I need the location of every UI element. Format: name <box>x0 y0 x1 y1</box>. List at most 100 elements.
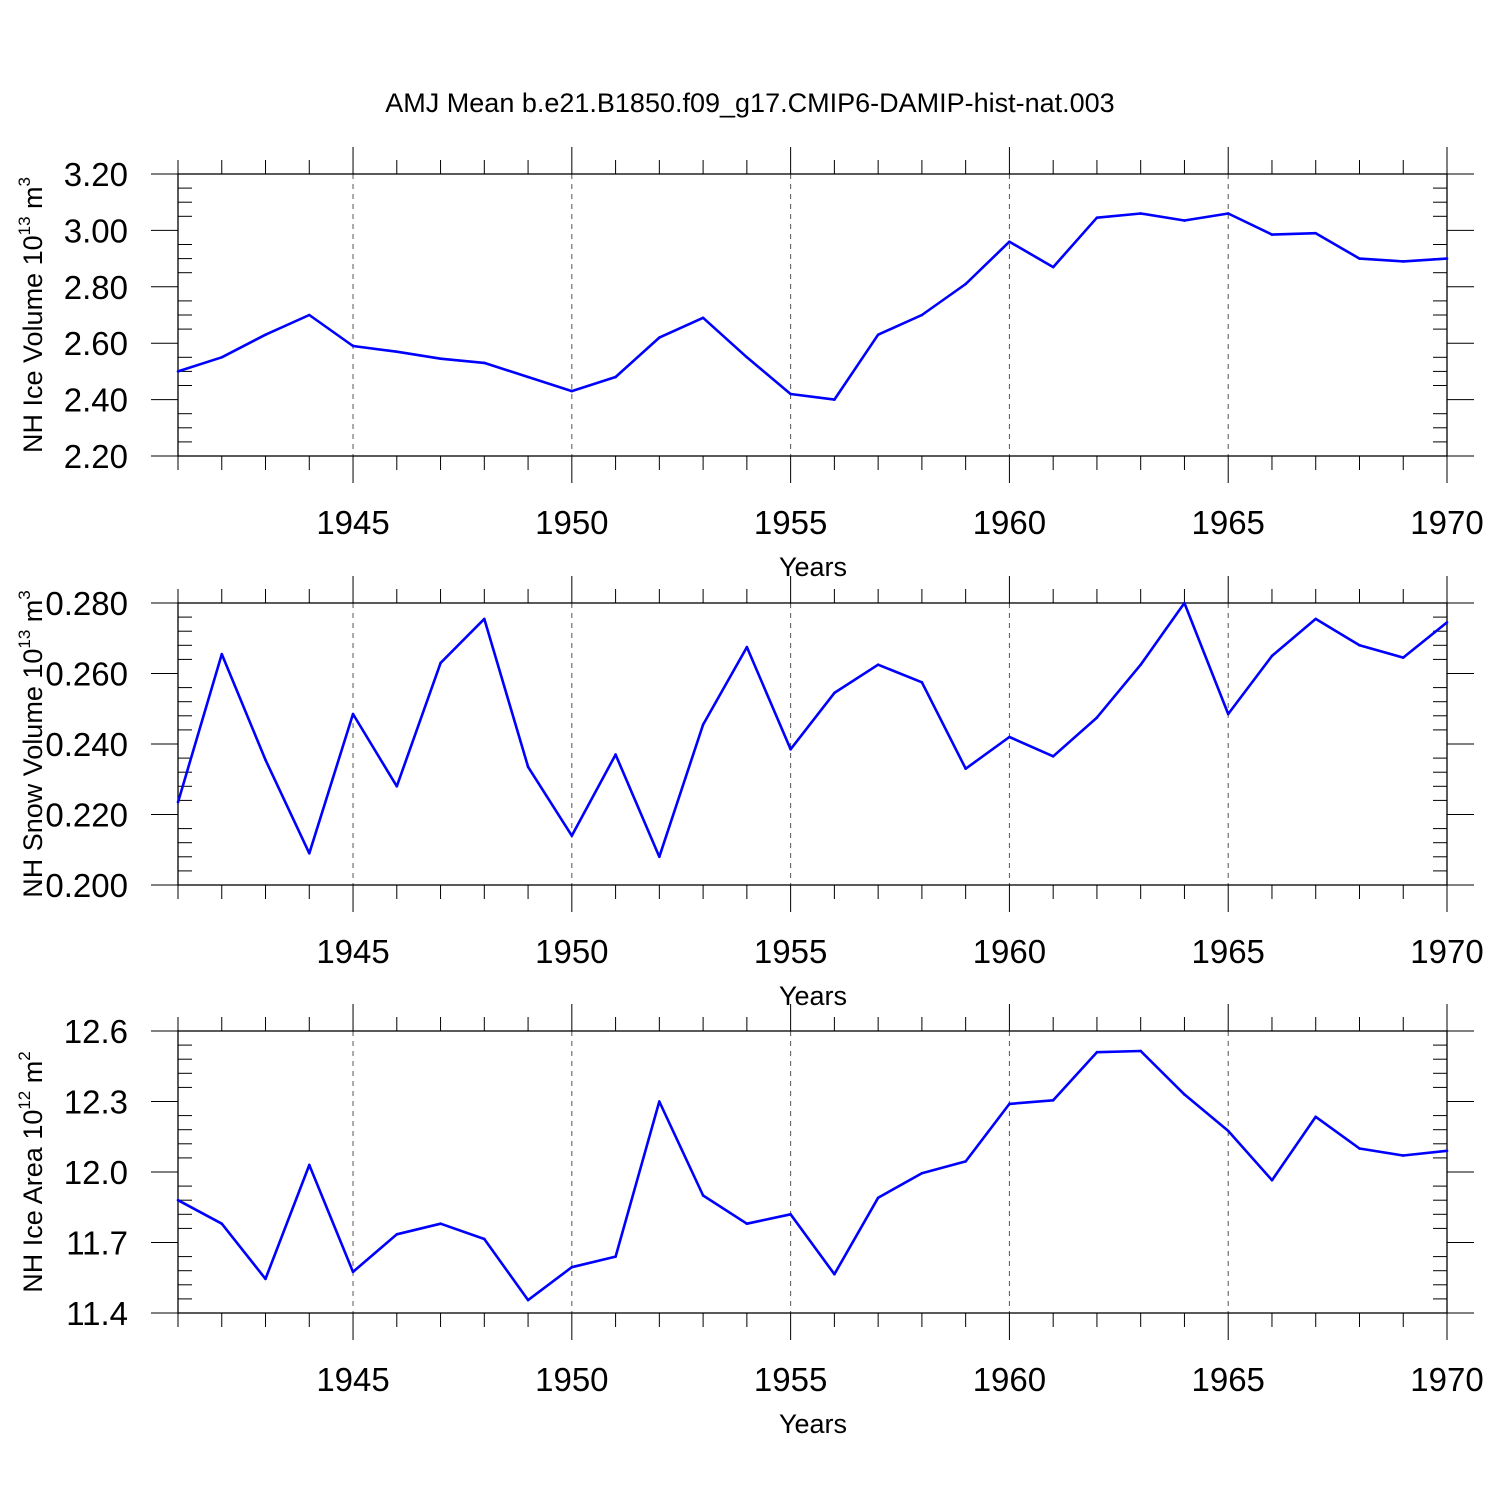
data-point <box>1358 257 1361 260</box>
data-point <box>1445 621 1449 624</box>
data-point <box>264 333 267 337</box>
data-point <box>1008 1102 1011 1106</box>
data-point <box>1095 716 1099 719</box>
data-point <box>1139 212 1142 215</box>
data-point <box>220 356 224 359</box>
x-tick-label: 1950 <box>535 933 608 970</box>
data-point <box>1183 219 1186 222</box>
data-point <box>483 361 486 365</box>
data-point <box>1226 212 1230 215</box>
data-point <box>570 834 574 837</box>
data-point <box>526 1298 530 1302</box>
data-point <box>920 313 924 317</box>
data-point <box>1445 257 1449 260</box>
y-tick-label: 0.280 <box>45 585 128 622</box>
data-point <box>964 767 967 770</box>
data-point <box>701 723 705 726</box>
data-point <box>1270 654 1274 658</box>
y-axis-label: NH Ice Volume 1013 m3 <box>15 177 48 453</box>
data-point <box>1183 601 1186 605</box>
plot-frame <box>177 1030 1448 1314</box>
y-tick-label: 0.200 <box>45 867 128 904</box>
data-point <box>1401 656 1405 659</box>
x-tick-label: 1965 <box>1191 504 1264 541</box>
x-tick-label: 1945 <box>316 933 389 970</box>
data-point <box>570 1265 574 1269</box>
y-tick-label: 3.20 <box>64 156 128 193</box>
data-point <box>964 282 967 286</box>
x-tick-label: 1960 <box>973 504 1046 541</box>
data-point <box>833 691 836 695</box>
x-axis-label: Years <box>779 552 847 582</box>
x-tick-label: 1945 <box>316 504 389 541</box>
x-tick-label: 1955 <box>754 504 827 541</box>
data-point <box>351 344 355 348</box>
data-point <box>439 1222 442 1225</box>
data-point <box>876 333 880 337</box>
data-point <box>658 1100 661 1103</box>
data-point <box>1139 663 1142 666</box>
y-tick-label: 2.40 <box>64 382 128 419</box>
data-point <box>1139 1049 1142 1053</box>
y-tick-label: 2.80 <box>64 269 128 306</box>
data-point <box>1358 644 1361 647</box>
data-point <box>1401 260 1405 263</box>
data-point <box>1226 712 1230 716</box>
data-point <box>1095 1050 1099 1054</box>
y-tick-label: 0.260 <box>45 656 128 693</box>
y-tick-label: 12.6 <box>64 1013 128 1050</box>
data-point <box>789 1213 792 1216</box>
data-point <box>658 855 661 859</box>
x-axis-label: Years <box>779 981 847 1011</box>
data-point <box>614 375 617 379</box>
data-point <box>1008 735 1011 739</box>
y-tick-label: 11.7 <box>66 1225 128 1262</box>
data-point <box>920 1171 924 1175</box>
x-tick-label: 1955 <box>754 933 827 970</box>
data-point <box>833 1272 836 1276</box>
data-point <box>1095 216 1099 220</box>
panel-ice-volume: 2.20 2.40 2.60 2.80 3.00 3.20 1945 1950 1955 1960… <box>15 147 1484 582</box>
x-tick-label: 1960 <box>973 933 1046 970</box>
x-tick-label: 1970 <box>1410 933 1483 970</box>
y-tick-label: 0.220 <box>45 797 128 834</box>
data-point <box>701 316 705 320</box>
data-point <box>920 681 924 684</box>
data-point <box>1051 1099 1055 1102</box>
panel-ice-area: 11.4 11.7 12.0 12.3 12.6 1945 1950 1955 1960 1965… <box>15 1004 1484 1439</box>
data-point <box>745 1222 749 1225</box>
data-point <box>570 389 574 393</box>
data-point <box>351 712 355 716</box>
y-axis-label: NH Snow Volume 1013 m3 <box>15 590 48 898</box>
data-point <box>1314 617 1318 621</box>
data-point <box>439 357 442 361</box>
data-point <box>1183 1093 1186 1096</box>
data-point <box>876 663 880 666</box>
data-point <box>745 645 749 649</box>
x-tick-label: 1960 <box>973 1361 1046 1398</box>
plot-frame <box>177 173 1448 457</box>
series-line <box>177 1049 1448 1302</box>
y-tick-label: 12.3 <box>64 1084 128 1121</box>
data-point <box>658 336 661 339</box>
data-point <box>1226 1129 1230 1133</box>
data-point <box>1270 1178 1274 1182</box>
data-point <box>964 1160 967 1163</box>
data-point <box>526 765 530 769</box>
data-point <box>1314 1115 1318 1119</box>
data-point <box>483 617 486 621</box>
x-tick-label: 1965 <box>1191 933 1264 970</box>
x-tick-label: 1950 <box>535 1361 608 1398</box>
data-point <box>395 1232 399 1236</box>
x-tick-label: 1970 <box>1410 504 1483 541</box>
data-point <box>307 313 311 317</box>
data-point <box>1445 1149 1449 1153</box>
y-tick-label: 2.60 <box>64 325 128 362</box>
x-tick-label: 1955 <box>754 1361 827 1398</box>
data-point <box>1051 755 1055 758</box>
panel-snow-volume: 0.200 0.220 0.240 0.260 0.280 1945 1950 1955 196… <box>15 576 1484 1011</box>
data-point <box>1008 240 1011 243</box>
data-point <box>483 1237 486 1241</box>
data-point <box>351 1270 355 1274</box>
